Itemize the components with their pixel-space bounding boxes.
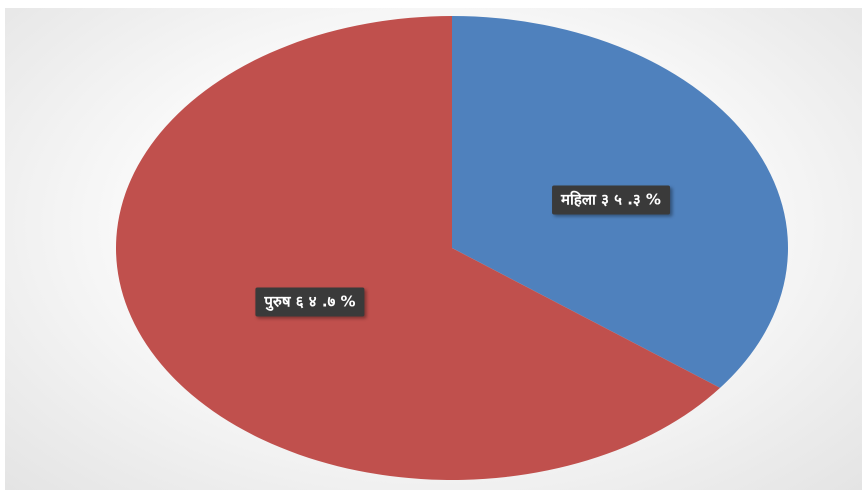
pie-slice-male xyxy=(116,16,721,481)
data-label-male: पुरुष ६ ४ .७ % xyxy=(255,287,365,317)
data-label-female: महिला ३ ५ .३ % xyxy=(552,185,670,215)
pie-chart-area: महिला ३ ५ .३ % पुरुष ६ ४ .७ % xyxy=(5,8,862,490)
pie-chart xyxy=(116,16,789,481)
